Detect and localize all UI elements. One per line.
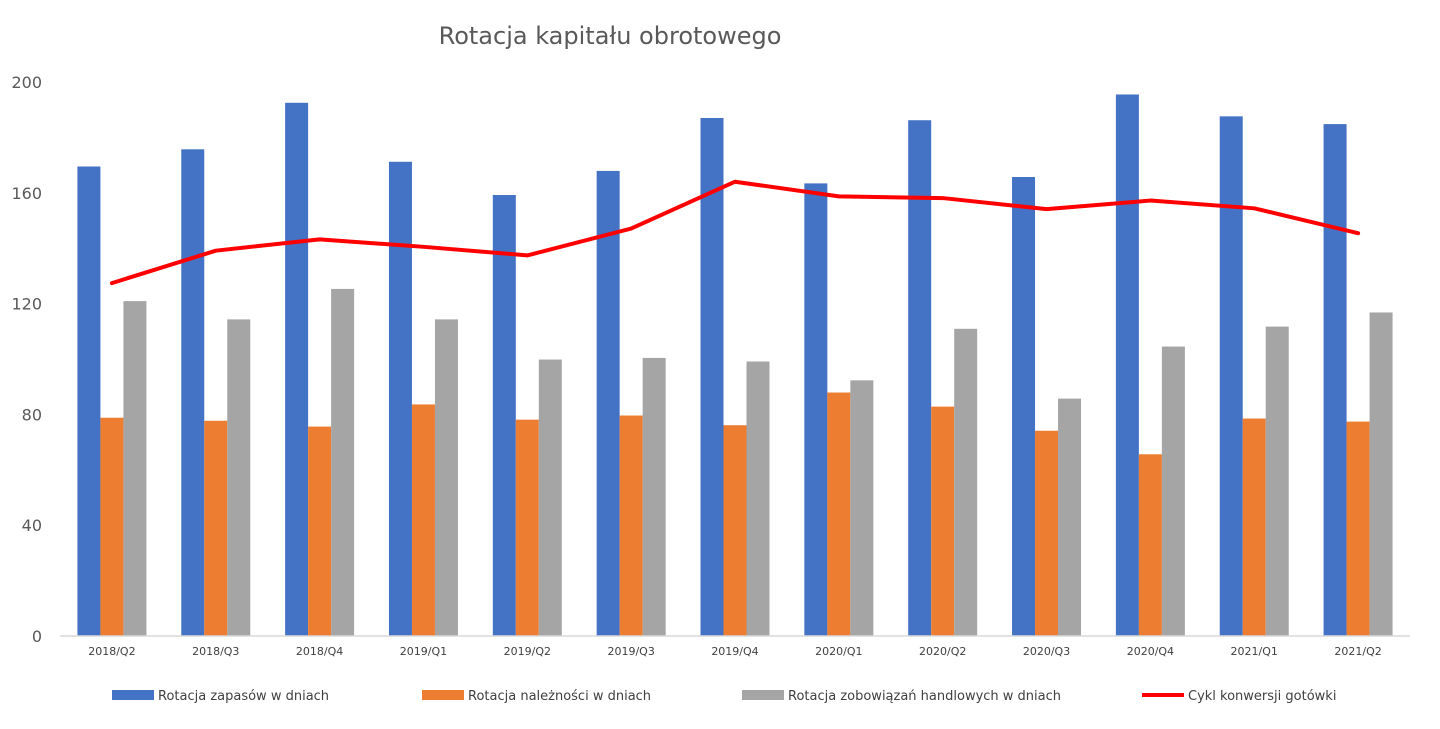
x-tick-label: 2018/Q3 bbox=[192, 645, 239, 658]
bar bbox=[700, 118, 724, 636]
bar bbox=[850, 380, 874, 636]
x-tick-label: 2018/Q2 bbox=[88, 645, 135, 658]
bar bbox=[804, 183, 828, 636]
bar bbox=[1346, 421, 1370, 636]
bar bbox=[827, 392, 851, 636]
x-tick-label: 2020/Q3 bbox=[1023, 645, 1070, 658]
bar bbox=[1058, 398, 1082, 636]
legend-label: Cykl konwersji gotówki bbox=[1188, 689, 1336, 704]
legend-label: Rotacja zobowiązań handlowych w dniach bbox=[788, 689, 1061, 704]
x-tick-label: 2019/Q2 bbox=[504, 645, 551, 658]
y-tick-label: 120 bbox=[11, 295, 42, 314]
bar bbox=[1242, 418, 1266, 636]
bar bbox=[411, 404, 435, 636]
bar bbox=[331, 288, 355, 636]
bar bbox=[492, 195, 516, 637]
x-tick-label: 2021/Q1 bbox=[1231, 645, 1278, 658]
bar bbox=[227, 319, 251, 636]
bar bbox=[1265, 326, 1289, 636]
bar bbox=[746, 361, 770, 636]
bar bbox=[723, 425, 747, 636]
bar bbox=[204, 420, 228, 636]
bar bbox=[1161, 346, 1185, 636]
bar bbox=[1138, 454, 1162, 636]
legend-swatch bbox=[742, 690, 784, 700]
bar bbox=[308, 426, 332, 636]
bar bbox=[123, 301, 147, 636]
bar bbox=[1369, 312, 1393, 636]
bar bbox=[388, 161, 412, 636]
bar bbox=[1115, 94, 1139, 637]
bar bbox=[596, 170, 620, 637]
bar bbox=[1323, 124, 1347, 636]
bar bbox=[538, 359, 562, 636]
bar bbox=[285, 102, 309, 636]
x-tick-label: 2018/Q4 bbox=[296, 645, 343, 658]
legend-swatch bbox=[112, 690, 154, 700]
bar bbox=[100, 417, 124, 636]
bar bbox=[619, 415, 643, 636]
bar bbox=[954, 328, 978, 636]
x-tick-label: 2019/Q3 bbox=[607, 645, 654, 658]
x-tick-label: 2019/Q1 bbox=[400, 645, 447, 658]
y-tick-label: 80 bbox=[22, 405, 42, 424]
line-series-group bbox=[109, 179, 1361, 286]
bar bbox=[642, 357, 666, 636]
bar bbox=[515, 419, 539, 636]
y-tick-label: 200 bbox=[11, 73, 42, 92]
x-tick-label: 2020/Q1 bbox=[815, 645, 862, 658]
y-tick-label: 160 bbox=[11, 184, 42, 203]
legend: Rotacja zapasów w dniach Rotacja należnoś… bbox=[112, 689, 1336, 704]
legend-label: Rotacja należności w dniach bbox=[468, 689, 651, 704]
legend-label: Rotacja zapasów w dniach bbox=[158, 689, 329, 704]
y-axis-ticks: 0 40 80 120 160 200 bbox=[11, 73, 42, 646]
x-axis-ticks: 2018/Q2 2018/Q3 2018/Q4 2019/Q1 2019/Q2 2019/… bbox=[88, 645, 1382, 658]
bar bbox=[181, 149, 205, 636]
series-line bbox=[109, 179, 1361, 286]
y-tick-label: 40 bbox=[22, 516, 42, 535]
bar bbox=[1219, 116, 1243, 636]
legend-swatch bbox=[422, 690, 464, 700]
bars-group bbox=[77, 94, 1393, 637]
bar bbox=[931, 406, 955, 636]
bar bbox=[77, 166, 101, 637]
bar bbox=[434, 319, 458, 636]
chart-title: Rotacja kapitału obrotowego bbox=[439, 22, 782, 50]
bar bbox=[1012, 177, 1036, 637]
y-tick-label: 0 bbox=[32, 627, 42, 646]
x-tick-label: 2021/Q2 bbox=[1334, 645, 1381, 658]
x-tick-label: 2020/Q4 bbox=[1127, 645, 1174, 658]
x-tick-label: 2020/Q2 bbox=[919, 645, 966, 658]
x-tick-label: 2019/Q4 bbox=[711, 645, 758, 658]
bar bbox=[908, 120, 932, 636]
bar bbox=[1035, 430, 1059, 636]
